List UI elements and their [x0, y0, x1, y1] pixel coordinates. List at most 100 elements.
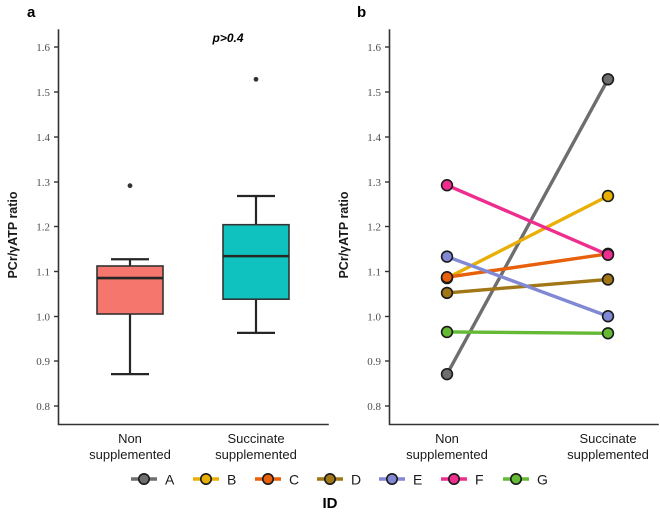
series-line-B	[445, 194, 610, 280]
panel-a-letter: a	[27, 4, 36, 21]
data-point-G	[440, 325, 454, 339]
boxplot-1	[96, 183, 164, 376]
tick-label: 1.3	[367, 177, 381, 189]
tick-label: 1.0	[367, 312, 381, 324]
x-category-label-line1: Non	[435, 431, 459, 446]
x-category-label-line1: Succinate	[227, 431, 284, 446]
box-body	[222, 223, 290, 300]
panel-b-series	[440, 73, 615, 381]
outlier-point	[127, 183, 133, 189]
legend-marker-D	[323, 472, 336, 485]
legend-marker-F	[447, 472, 460, 485]
series-G	[445, 330, 610, 336]
data-point-C	[440, 271, 454, 284]
legend-label-E: E	[413, 472, 422, 488]
panel-b: b PCr/γATP ratio 1.6 1.5 1.4 1.3 1.2	[337, 4, 659, 462]
panel-a-y-ticks	[54, 46, 59, 407]
legend-item-G[interactable]: G	[503, 472, 548, 488]
tick-label: 0.9	[367, 356, 381, 368]
tick-label: 1.5	[36, 87, 50, 99]
series-line-E	[445, 254, 610, 318]
outlier-point	[253, 76, 259, 82]
panel-b-y-ticks	[385, 46, 390, 407]
panel-a-pvalue-annotation: p>0.4	[211, 31, 243, 45]
panel-a-axis-lines	[57, 29, 329, 426]
boxplot-2	[222, 76, 290, 334]
tick-label: 1.3	[36, 177, 50, 189]
x-category-label-line1: Non	[118, 431, 142, 446]
legend-label-G: G	[537, 472, 548, 488]
series-line-G	[445, 330, 610, 336]
x-category-label-line1: Succinate	[579, 431, 636, 446]
legend-marker-G	[509, 472, 522, 485]
data-point-E	[440, 250, 454, 263]
data-point-A	[440, 367, 454, 381]
series-F	[445, 183, 610, 257]
tick-label: 0.8	[36, 401, 50, 413]
legend-label-D: D	[351, 472, 361, 488]
series-points-G	[440, 325, 615, 340]
legend: A B C D E F G	[131, 472, 548, 488]
legend-item-E[interactable]: E	[379, 472, 422, 488]
series-C	[445, 252, 610, 279]
legend-item-C[interactable]: C	[255, 472, 299, 488]
x-category-label-line2: supplemented	[89, 447, 171, 462]
legend-label-C: C	[289, 472, 299, 488]
legend-item-F[interactable]: F	[441, 472, 484, 488]
tick-label: 1.2	[367, 222, 381, 234]
series-points-E	[440, 250, 615, 323]
series-B	[445, 194, 610, 280]
data-point-E	[601, 310, 615, 323]
tick-label: 0.8	[367, 401, 381, 413]
panel-a-y-tick-labels: 1.6 1.5 1.4 1.3 1.2 1.1 1.0 0.9 0.8	[36, 42, 50, 413]
series-line-A	[445, 77, 610, 376]
data-point-A	[601, 73, 615, 86]
panel-a-boxplots	[96, 76, 290, 376]
data-point-D	[440, 286, 454, 300]
tick-label: 1.5	[367, 87, 381, 99]
legend-label-F: F	[475, 472, 484, 488]
legend-marker-E	[385, 472, 398, 485]
legend-marker-B	[200, 472, 213, 485]
tick-label: 1.1	[36, 267, 50, 279]
tick-label: 1.6	[367, 42, 381, 54]
panel-a: a PCr/γATP ratio p>0.4 1.6 1.5 1.4	[6, 4, 329, 462]
x-category-label-line2: supplemented	[567, 447, 649, 462]
tick-label: 1.1	[367, 267, 381, 279]
legend-title: ID	[323, 495, 338, 512]
tick-label: 1.4	[36, 132, 50, 144]
panel-b-y-axis-title: PCr/γATP ratio	[337, 191, 351, 278]
tick-label: 1.4	[367, 132, 381, 144]
legend-marker-A	[138, 472, 151, 485]
series-A	[445, 77, 610, 376]
data-point-G	[601, 327, 615, 340]
legend-marker-C	[261, 472, 274, 485]
panel-a-y-axis-title: PCr/γATP ratio	[6, 191, 20, 278]
x-category-label-line2: supplemented	[215, 447, 297, 462]
data-point-F	[601, 248, 615, 261]
data-point-B	[601, 189, 615, 203]
panel-a-x-labels: Non supplemented Succinate supplemented	[89, 431, 297, 462]
panel-b-axis-lines	[388, 29, 659, 426]
series-points-F	[440, 179, 615, 261]
panel-b-letter: b	[357, 4, 366, 21]
legend-label-B: B	[227, 472, 236, 488]
legend-item-B[interactable]: B	[193, 472, 236, 488]
series-line-F	[445, 183, 610, 257]
series-points-A	[440, 73, 615, 381]
tick-label: 1.6	[36, 42, 50, 54]
tick-label: 0.9	[36, 356, 50, 368]
tick-label: 1.2	[36, 222, 50, 234]
panel-b-x-labels: Non supplemented Succinate supplemented	[406, 431, 649, 462]
legend-item-A[interactable]: A	[131, 472, 175, 488]
data-point-D	[601, 273, 615, 286]
series-points-D	[440, 273, 615, 300]
data-point-F	[440, 179, 454, 192]
panel-b-y-tick-labels: 1.6 1.5 1.4 1.3 1.2 1.1 1.0 0.9 0.8	[367, 42, 381, 413]
box-body	[96, 265, 164, 315]
series-line-C	[445, 252, 610, 279]
legend-item-D[interactable]: D	[317, 472, 361, 488]
x-category-label-line2: supplemented	[406, 447, 488, 462]
